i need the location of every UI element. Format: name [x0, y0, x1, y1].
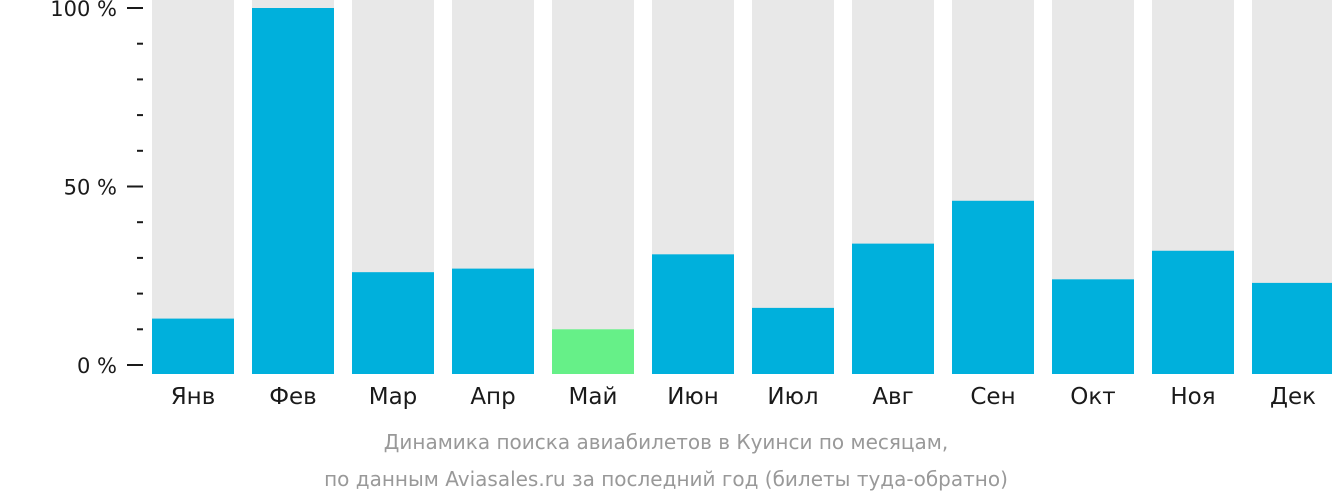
bar-background-5 — [552, 0, 634, 374]
bar-11 — [1152, 250, 1234, 374]
bar-3 — [352, 272, 434, 374]
bar-10 — [1052, 279, 1134, 374]
x-tick-label: Мар — [369, 384, 418, 410]
x-tick-label: Авг — [872, 384, 913, 410]
y-tick-label: 50 % — [64, 176, 117, 200]
bar-4 — [452, 268, 534, 374]
x-tick-label: Окт — [1070, 384, 1115, 410]
y-axis: 100 % 50 % 0 % — [50, 0, 143, 378]
x-tick-label: Ноя — [1170, 384, 1215, 410]
y-tick-label: 0 % — [77, 354, 117, 378]
bar-chart: 100 % 50 % 0 % Янв Фев Мар Апр Май Июн Июл Авг Сен… — [50, 0, 1332, 410]
x-tick-label: Фев — [269, 384, 317, 410]
x-tick-label: Янв — [171, 384, 216, 410]
bar-12 — [1252, 282, 1332, 374]
bar-7 — [752, 307, 834, 374]
x-axis: Янв Фев Мар Апр Май Июн Июл Авг Сен Окт Ноя Дек — [171, 384, 1316, 410]
bar-background-1 — [152, 0, 234, 374]
value-bars — [152, 8, 1332, 374]
bar-1 — [152, 318, 234, 374]
bar-2 — [252, 8, 334, 374]
x-tick-label: Июн — [667, 384, 719, 410]
x-tick-label: Сен — [970, 384, 1015, 410]
bar-6 — [652, 254, 734, 374]
bar-5 — [552, 329, 634, 374]
bar-9 — [952, 200, 1034, 374]
bar-8 — [852, 243, 934, 374]
chart-caption-line-2: по данным Aviasales.ru за последний год … — [324, 467, 1008, 491]
x-tick-label: Июл — [767, 384, 818, 410]
chart-caption-line-1: Динамика поиска авиабилетов в Куинси по … — [383, 430, 949, 454]
x-tick-label: Дек — [1270, 384, 1316, 410]
y-tick-label: 100 % — [50, 0, 117, 21]
x-tick-label: Май — [569, 384, 618, 410]
x-tick-label: Апр — [470, 384, 515, 410]
